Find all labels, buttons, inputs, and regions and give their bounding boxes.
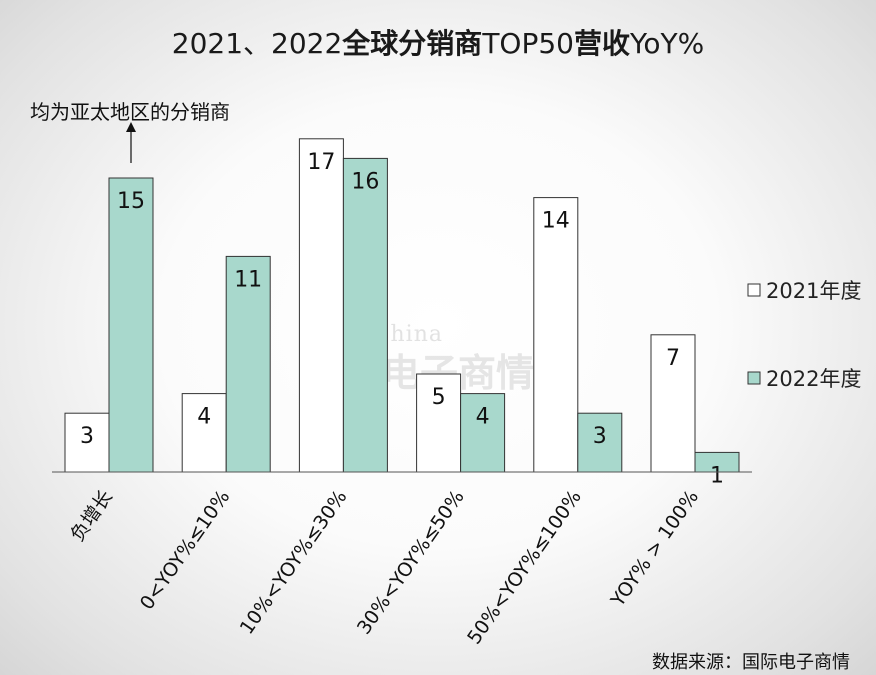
category-label-1: 0<YOY%≤10% [136, 486, 235, 614]
data-label-2021-3: 5 [432, 385, 446, 410]
data-label-2022-0: 15 [117, 189, 145, 214]
bar-2021-0 [64, 412, 110, 473]
data-label-2021-5: 7 [666, 346, 680, 371]
bar-2021-5 [650, 334, 696, 473]
bar-2022-2 [342, 157, 388, 473]
category-label-5: YOY% > 100% [606, 486, 703, 611]
chart-title: 2021、2022全球分销商TOP50营收YoY% [0, 22, 876, 62]
category-label-2: 10%<YOY%≤30% [236, 486, 352, 638]
data-label-2022-3: 4 [476, 405, 490, 430]
annotation-text: 均为亚太地区的分销商 [30, 100, 230, 124]
data-label-2021-0: 3 [80, 424, 94, 449]
category-label-0: 负增长 [66, 486, 117, 545]
title-part-2: 全球分销商 [342, 27, 483, 60]
legend-label-0: 2021年度 [766, 279, 861, 303]
data-label-2021-2: 17 [307, 150, 335, 175]
legend-swatch-0 [747, 283, 761, 297]
data-label-2021-1: 4 [197, 405, 211, 430]
bar-2022-0 [108, 177, 154, 473]
legend-swatch-1 [747, 371, 761, 385]
title-part-1: 2021、2022 [171, 27, 343, 60]
title-part-5: YoY% [629, 27, 705, 60]
legend-label-1: 2022年度 [766, 367, 861, 391]
data-label-2021-4: 14 [542, 209, 570, 234]
bar-2021-4 [533, 197, 579, 473]
title-part-3: TOP50 [482, 27, 574, 60]
title-part-4: 营收 [573, 27, 630, 60]
data-label-2022-1: 11 [234, 267, 262, 292]
source-note: 数据来源：国际电子商情 [652, 652, 850, 673]
data-label-2022-5: 1 [710, 463, 724, 488]
bar-2021-3 [416, 373, 462, 473]
bar-2022-4 [577, 412, 623, 473]
bar-2021-2 [298, 138, 344, 473]
data-label-2022-2: 16 [351, 169, 379, 194]
bar-2022-3 [460, 393, 506, 473]
category-label-4: 50%<YOY%≤100% [463, 486, 586, 648]
category-label-3: 30%<YOY%≤50% [353, 486, 469, 638]
data-label-2022-4: 3 [593, 424, 607, 449]
annotation-arrow-head [126, 122, 136, 132]
